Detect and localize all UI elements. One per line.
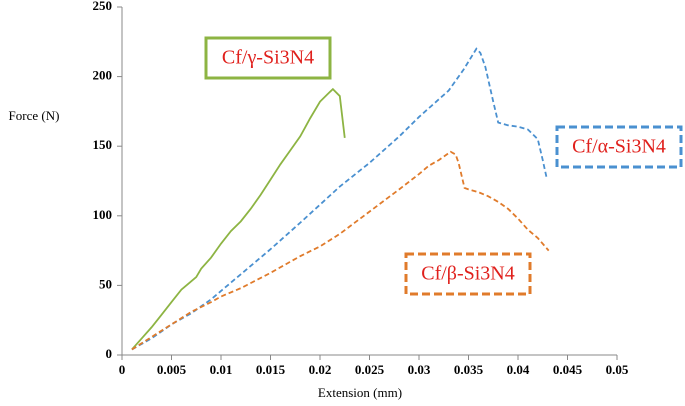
legend-label: Cf/β-Si3N4: [421, 263, 515, 285]
legend-box: [204, 36, 332, 80]
x-tick-label: 0.02: [309, 362, 332, 377]
x-tick-label: 0.035: [454, 362, 484, 377]
legend-box: [555, 125, 683, 169]
x-tick-label: 0.025: [355, 362, 385, 377]
x-tick-label: 0.045: [553, 362, 583, 377]
series-line: [131, 87, 346, 351]
series-line: [131, 47, 548, 351]
y-tick-label: 0: [106, 346, 113, 361]
y-tick-label: 50: [99, 276, 112, 291]
y-axis-label: Force (N): [9, 108, 60, 123]
legend-label: Cf/α-Si3N4: [572, 136, 666, 158]
series-line: [131, 150, 550, 351]
y-tick-label: 250: [93, 0, 113, 13]
x-tick-label: 0.01: [210, 362, 233, 377]
x-tick-label: 0.05: [606, 362, 629, 377]
x-tick-label: 0.005: [157, 362, 187, 377]
legend-label: Cf/γ-Si3N4: [222, 47, 314, 69]
x-tick-label: 0: [119, 362, 126, 377]
legend-box: [404, 252, 532, 296]
x-tick-label: 0.04: [507, 362, 530, 377]
y-tick-label: 200: [93, 68, 113, 83]
x-tick-label: 0.015: [256, 362, 286, 377]
x-axis-label: Extension (mm): [318, 385, 402, 400]
y-tick-label: 100: [93, 207, 113, 222]
y-tick-label: 150: [93, 137, 113, 152]
x-tick-label: 0.03: [408, 362, 431, 377]
